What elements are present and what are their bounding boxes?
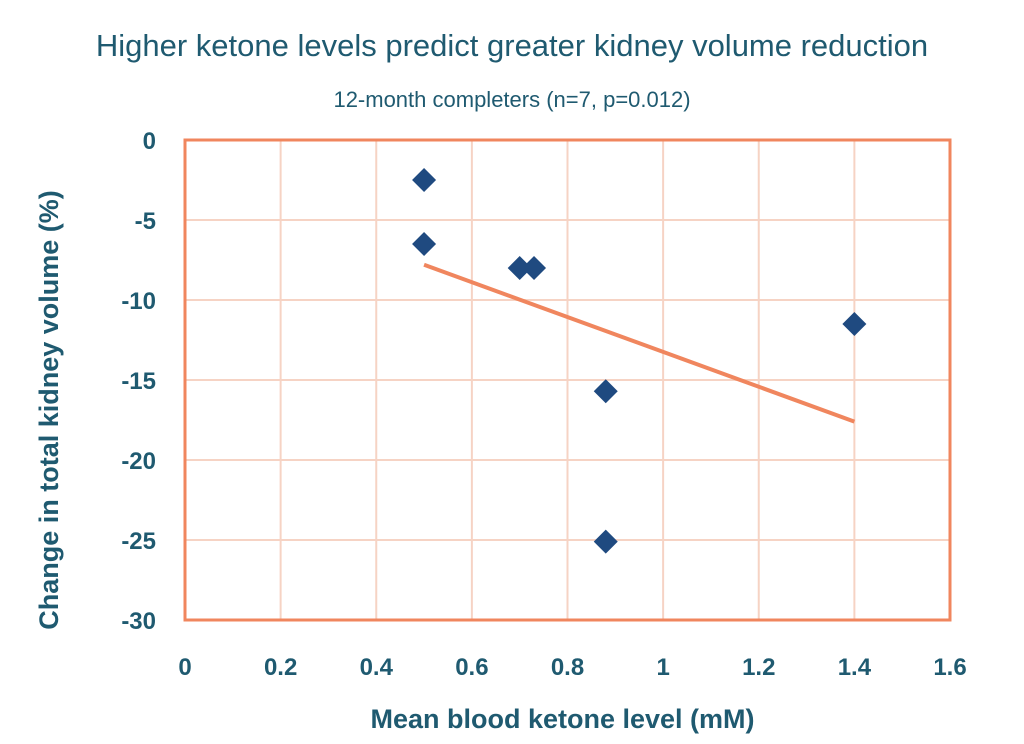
chart-title: Higher ketone levels predict greater kid… <box>95 28 929 63</box>
y-tick-label: -25 <box>121 528 156 555</box>
x-tick-label: 1.6 <box>933 654 966 681</box>
x-tick-label: 0.4 <box>360 654 394 681</box>
data-point <box>412 232 437 256</box>
x-tick-label: 0.6 <box>455 654 488 681</box>
data-point <box>522 256 547 280</box>
y-tick-label: -30 <box>121 608 156 635</box>
x-tick-label: 0.8 <box>551 654 584 681</box>
y-tick-labels: 0 -5 -10 -15 -20 -25 -30 <box>121 128 156 635</box>
plot-frame <box>183 138 952 622</box>
y-tick-label: 0 <box>143 128 156 155</box>
data-point <box>507 256 532 280</box>
x-tick-label: 0 <box>178 654 191 681</box>
y-tick-label: -20 <box>121 448 156 475</box>
x-tick-labels: 0 0.2 0.4 0.6 0.8 1 1.2 1.4 1.6 <box>178 654 966 681</box>
data-point <box>593 529 618 554</box>
data-point <box>412 168 437 192</box>
data-points <box>412 168 867 554</box>
data-point <box>842 312 867 336</box>
y-tick-label: -15 <box>121 368 156 395</box>
x-tick-label: 1.4 <box>838 654 872 681</box>
x-tick-label: 0.2 <box>264 654 297 681</box>
y-tick-label: -5 <box>135 208 156 235</box>
trend-line <box>423 262 856 424</box>
x-tick-label: 1 <box>656 654 669 681</box>
chart-subtitle: 12-month completers (n=7, p=0.012) <box>333 87 691 112</box>
data-point <box>593 379 618 404</box>
y-tick-label: -10 <box>121 288 156 315</box>
x-axis-label: Mean blood ketone level (mM) <box>370 704 754 734</box>
y-axis-label: Change in total kidney volume (%) <box>34 190 64 630</box>
x-tick-label: 1.2 <box>742 654 775 681</box>
gridlines <box>184 139 951 621</box>
